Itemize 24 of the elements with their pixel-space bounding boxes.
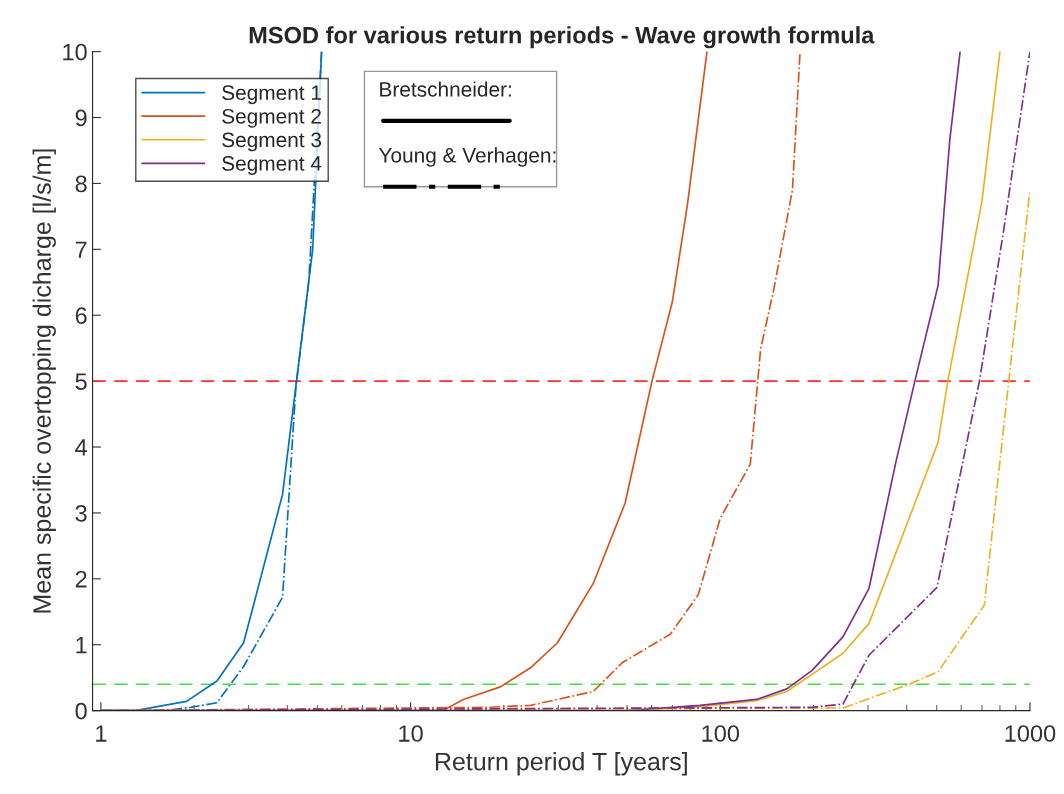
annotation: Bretschneider: [380, 81, 511, 97]
x-tick-label: 10 [399, 725, 423, 742]
chart-title: MSOD for various return periods - Wave growth formula [249, 26, 875, 49]
y-tick-label: 9 [75, 109, 87, 127]
legend-label: Segment 1 [222, 85, 321, 105]
y-tick-label: 4 [75, 439, 88, 456]
x-axis-title: Return period T [years] [435, 752, 687, 776]
x-tick-label: 1 [96, 725, 107, 742]
x-tick-label: 1000 [1005, 725, 1056, 742]
y-tick-label: 1 [76, 637, 87, 654]
y-axis-title: Mean specific overtopping dicharge [l/s/m] [32, 149, 56, 613]
x-tick-label: 100 [702, 725, 740, 742]
legend-label: Segment 3 [222, 132, 322, 152]
y-tick-label: 6 [75, 307, 87, 325]
y-tick-label: 2 [75, 570, 87, 588]
y-tick-label: 8 [75, 175, 87, 193]
legend-label: Segment 2 [222, 108, 321, 128]
y-tick-label: 10 [63, 43, 87, 61]
y-tick-label: 3 [75, 504, 87, 522]
y-tick-label: 5 [75, 373, 87, 390]
legend-label: Segment 4 [222, 156, 322, 175]
y-tick-label: 7 [75, 241, 87, 258]
annotation: Young & Verhagen: [378, 147, 556, 167]
y-tick-label: 0 [75, 702, 87, 720]
